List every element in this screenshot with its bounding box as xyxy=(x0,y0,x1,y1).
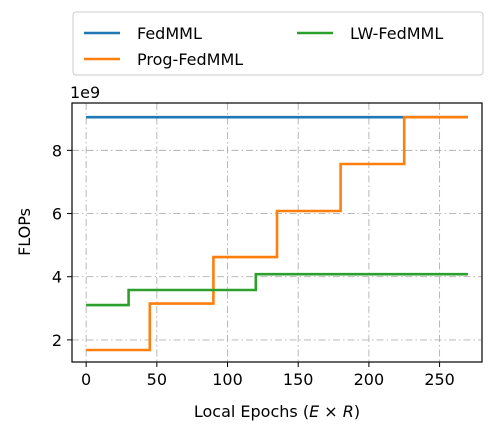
legend-label-lw-fedmml: LW-FedMML xyxy=(350,24,443,43)
x-axis-label-prefix: Local Epochs ( xyxy=(194,402,309,421)
plot-frame xyxy=(71,102,483,363)
y-tick-label: 2 xyxy=(52,331,62,350)
x-tick-label: 250 xyxy=(424,370,455,389)
series-line-lw-fedmml xyxy=(86,272,468,307)
y-multiplier-label: 1e9 xyxy=(70,83,100,102)
x-axis-label: Local Epochs (E × R) xyxy=(194,402,360,421)
series-line-prog-fedmml xyxy=(86,115,468,352)
x-tick-label: 150 xyxy=(283,370,314,389)
x-axis-label-math: E × R xyxy=(309,402,354,421)
ticks: 0 50 100 150 200 250 2 4 6 8 xyxy=(52,141,455,389)
x-tick-label: 0 xyxy=(81,370,91,389)
y-tick-label: 4 xyxy=(52,268,62,287)
legend-box xyxy=(72,11,484,76)
x-tick-label: 200 xyxy=(354,370,385,389)
legend-label-prog-fedmml: Prog-FedMML xyxy=(137,50,243,69)
y-tick-label: 8 xyxy=(52,141,62,160)
x-tick-label: 50 xyxy=(147,370,167,389)
y-tick-label: 6 xyxy=(52,205,62,224)
legend: FedMML Prog-FedMML LW-FedMML xyxy=(72,11,484,76)
x-tick-label: 100 xyxy=(212,370,243,389)
series-layer xyxy=(86,115,468,352)
y-axis-label: FLOPs xyxy=(15,208,34,256)
legend-label-fedmml: FedMML xyxy=(137,24,202,43)
x-axis-label-suffix: ) xyxy=(354,402,360,421)
